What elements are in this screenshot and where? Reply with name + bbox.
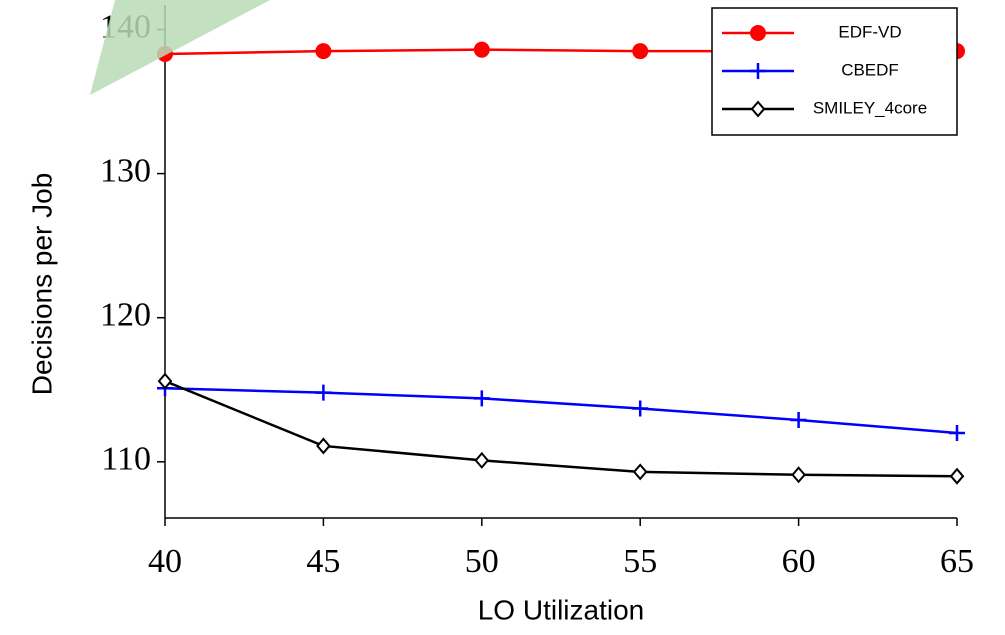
series-line (164, 387, 958, 435)
marker (949, 467, 965, 485)
marker (632, 400, 649, 417)
legend-label: EDF-VD (838, 22, 901, 41)
legend-label: CBEDF (841, 60, 899, 79)
marker (315, 384, 332, 401)
marker (632, 463, 648, 481)
marker (473, 41, 490, 58)
x-tick-label: 60 (782, 543, 816, 580)
marker (632, 43, 649, 60)
marker (791, 466, 806, 484)
x-tick-label: 45 (306, 543, 340, 580)
marker (473, 390, 490, 407)
overlay-shape (90, 0, 270, 95)
y-tick-label: 120 (100, 296, 151, 333)
x-tick-label: 40 (148, 543, 182, 580)
x-tick-label: 50 (465, 543, 499, 580)
legend-marker (750, 100, 766, 118)
y-tick-label: 110 (101, 441, 151, 478)
x-axis-label: LO Utilization (478, 594, 645, 625)
marker (157, 372, 173, 390)
marker (474, 451, 490, 469)
marker (316, 437, 331, 455)
legend: EDF-VD CBEDF SMILEY_4core (711, 7, 958, 136)
x-tick-label: 65 (940, 543, 974, 580)
y-tick-label: 130 (100, 152, 151, 189)
y-axis-label: Decisions per Job (26, 173, 57, 396)
legend-label: SMILEY_4core (813, 98, 927, 117)
legend-marker (750, 25, 766, 41)
marker (315, 43, 332, 60)
marker (949, 424, 965, 441)
series-line (164, 379, 958, 478)
x-tick-label: 55 (623, 543, 657, 580)
legend-marker (750, 63, 766, 79)
marker (790, 412, 807, 429)
